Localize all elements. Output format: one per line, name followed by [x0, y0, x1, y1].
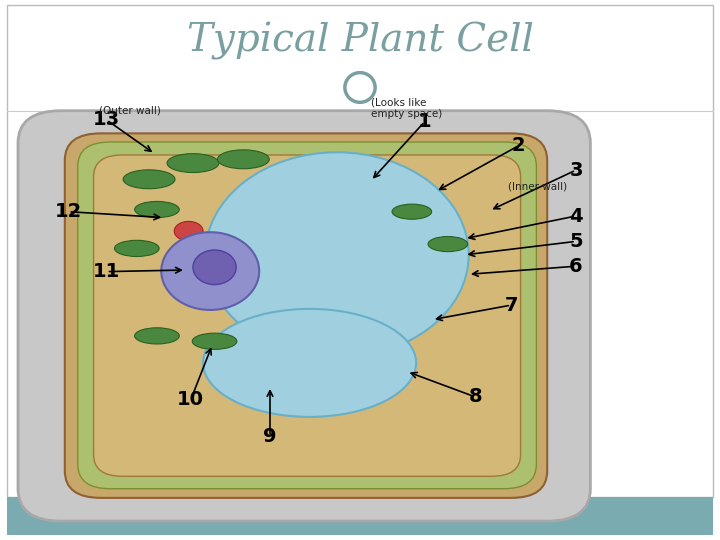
Text: 12: 12	[55, 202, 82, 221]
Bar	[7, 497, 713, 535]
Text: 11: 11	[93, 262, 120, 281]
Text: 7: 7	[505, 295, 518, 315]
Text: 8: 8	[469, 387, 482, 407]
Ellipse shape	[192, 333, 237, 349]
Ellipse shape	[205, 152, 469, 357]
Text: 5: 5	[570, 232, 582, 251]
Ellipse shape	[135, 328, 179, 344]
Ellipse shape	[193, 250, 236, 285]
Text: 10: 10	[177, 390, 204, 409]
Text: 4: 4	[570, 206, 582, 226]
FancyBboxPatch shape	[18, 111, 590, 521]
Ellipse shape	[135, 201, 179, 218]
Ellipse shape	[392, 204, 432, 219]
FancyBboxPatch shape	[65, 133, 547, 498]
Text: (Inner wall): (Inner wall)	[508, 181, 567, 191]
Ellipse shape	[174, 221, 203, 241]
Text: (Outer wall): (Outer wall)	[99, 105, 161, 115]
FancyBboxPatch shape	[78, 142, 536, 489]
Ellipse shape	[428, 237, 468, 252]
Text: 1: 1	[418, 112, 431, 131]
Text: 3: 3	[570, 160, 582, 180]
Ellipse shape	[167, 154, 219, 173]
Ellipse shape	[203, 309, 416, 417]
Text: 13: 13	[93, 110, 120, 130]
Text: 6: 6	[570, 256, 582, 276]
Ellipse shape	[161, 232, 259, 310]
Text: (Looks like
empty space): (Looks like empty space)	[371, 97, 442, 119]
Text: Typical Plant Cell: Typical Plant Cell	[186, 22, 534, 59]
Text: 2: 2	[512, 136, 525, 156]
Ellipse shape	[114, 240, 159, 256]
Ellipse shape	[217, 150, 269, 168]
Text: 9: 9	[264, 427, 276, 446]
FancyBboxPatch shape	[94, 155, 521, 476]
FancyBboxPatch shape	[7, 5, 713, 497]
Ellipse shape	[123, 170, 175, 189]
Ellipse shape	[345, 72, 375, 103]
